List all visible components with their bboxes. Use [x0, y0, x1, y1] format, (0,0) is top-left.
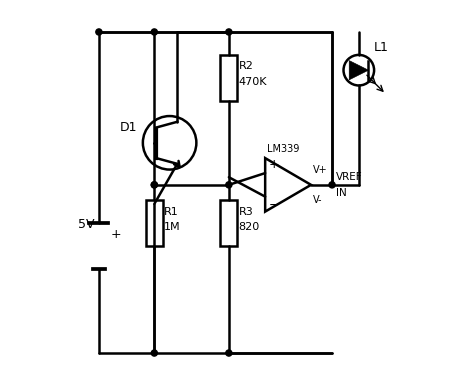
Text: D1: D1	[120, 121, 138, 134]
Text: 5V: 5V	[78, 219, 95, 231]
Circle shape	[226, 29, 232, 35]
Text: L1: L1	[374, 41, 389, 54]
Text: R1: R1	[164, 207, 179, 217]
Circle shape	[96, 29, 102, 35]
Text: 820: 820	[238, 222, 260, 232]
Circle shape	[151, 350, 158, 356]
Text: R3: R3	[238, 207, 253, 217]
Text: 1M: 1M	[164, 222, 181, 232]
FancyBboxPatch shape	[220, 200, 237, 246]
FancyBboxPatch shape	[220, 55, 237, 101]
Circle shape	[151, 182, 158, 188]
Circle shape	[226, 350, 232, 356]
Text: LM339: LM339	[267, 144, 299, 154]
Text: V+: V+	[313, 164, 328, 174]
Text: R2: R2	[238, 61, 253, 71]
Circle shape	[329, 182, 335, 188]
Circle shape	[151, 182, 158, 188]
Text: +: +	[268, 158, 279, 171]
Text: IN: IN	[336, 187, 347, 198]
Text: 470K: 470K	[238, 77, 267, 87]
Polygon shape	[349, 60, 368, 80]
Text: +: +	[110, 228, 121, 241]
Text: V-: V-	[313, 195, 323, 205]
Text: −: −	[268, 199, 279, 211]
Text: VREF: VREF	[336, 172, 362, 182]
Circle shape	[151, 29, 158, 35]
FancyBboxPatch shape	[146, 200, 163, 246]
Circle shape	[226, 182, 232, 188]
